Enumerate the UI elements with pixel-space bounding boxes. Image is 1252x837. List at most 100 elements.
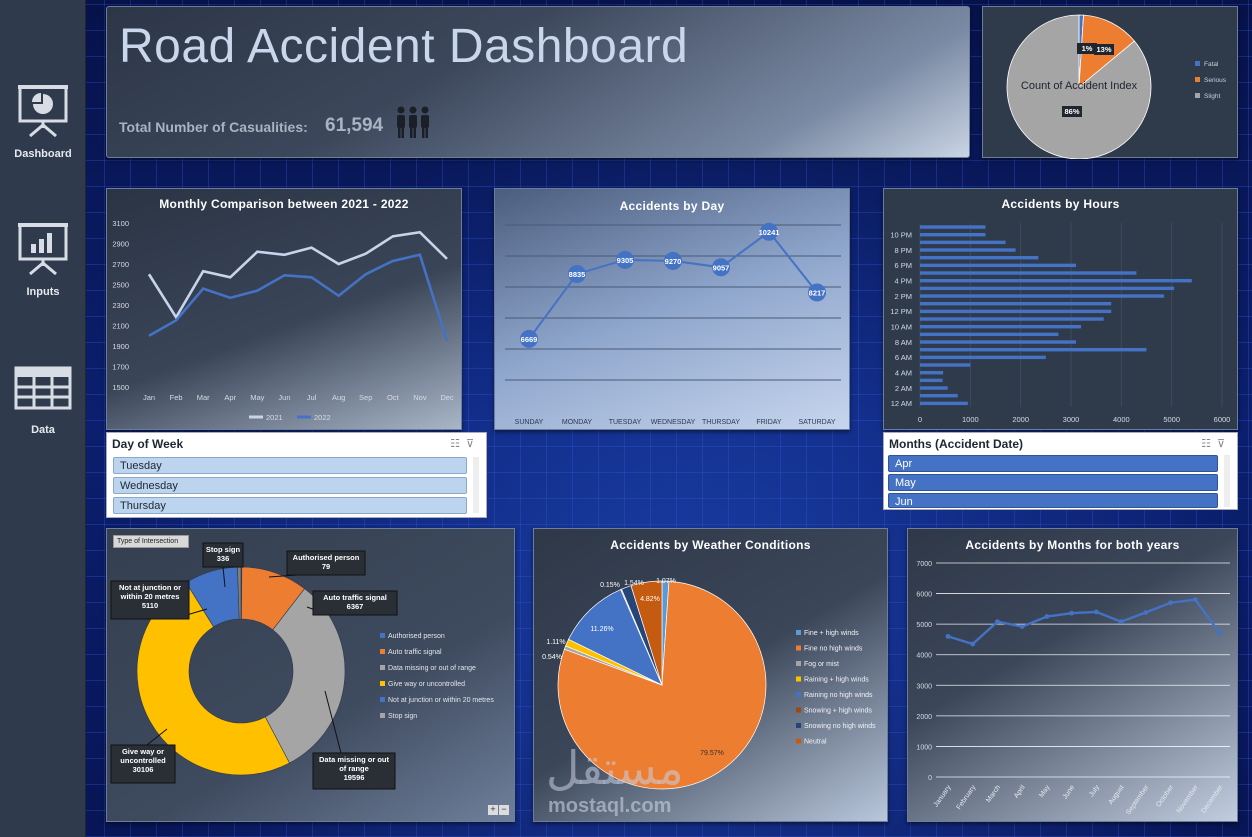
legend-swatch: [380, 649, 385, 654]
y-tick-label: 0: [928, 775, 932, 782]
table-icon: [14, 366, 72, 410]
month-slicer-item[interactable]: May: [888, 474, 1218, 491]
x-tick-label: SATURDAY: [798, 419, 835, 426]
callout-box: [286, 550, 366, 576]
data-point: [1168, 600, 1173, 606]
weather-data-label: 0.15%: [600, 582, 620, 589]
day-slicer-item[interactable]: Wednesday: [113, 477, 467, 494]
x-tick-label: 1000: [962, 415, 979, 424]
monthly-comparison-panel: Monthly Comparison between 2021 - 2022 1…: [106, 188, 462, 430]
x-tick-label: March: [985, 784, 1002, 804]
nav-data[interactable]: Data: [0, 366, 86, 436]
day-slicer-item[interactable]: Thursday: [113, 497, 467, 514]
callout-name: within 20 metres: [120, 592, 180, 601]
legend-label: Fatal: [1204, 61, 1219, 68]
callout-name: of range: [339, 764, 369, 773]
legend-swatch: [1195, 61, 1200, 66]
months-line-chart[interactable]: 0 1000 2000 3000 4000 5000 6000 7000 January Febr…: [908, 529, 1239, 823]
series-line-2021: [147, 230, 448, 320]
x-tick-label: January: [933, 784, 953, 809]
day-slicer-item[interactable]: Tuesday: [113, 457, 467, 474]
weather-pie-chart[interactable]: 1.07% 79.57% 0.54% 1.11% 11.26% 0.15% 1.54% 4.8…: [534, 529, 889, 823]
y-tick-label: 2500: [112, 281, 129, 290]
weather-data-label: 0.54%: [542, 654, 562, 661]
legend-label: Data missing or out of range: [388, 665, 476, 672]
clear-filter-icon[interactable]: ⊽: [465, 438, 480, 450]
y-tick-label: 6 PM: [894, 261, 912, 270]
zoom-in-button[interactable]: +: [488, 805, 498, 815]
hour-bar: [920, 271, 1137, 275]
weather-data-label: 4.82%: [640, 596, 660, 603]
x-tick-label: July: [1088, 784, 1101, 799]
page-title: Road Accident Dashboard: [119, 20, 689, 73]
month-slicer-item[interactable]: Apr: [888, 455, 1218, 472]
months-chart-title: Accidents by Months for both years: [965, 538, 1180, 552]
hour-bar: [920, 393, 958, 398]
hour-bar: [920, 263, 1077, 268]
callout-value: 6367: [347, 602, 364, 611]
hour-bar: [920, 232, 986, 237]
legend-label: Auto traffic signal: [388, 649, 442, 656]
nav-dashboard[interactable]: Dashboard: [0, 84, 86, 160]
y-tick-label: 7000: [916, 561, 932, 568]
month-slicer-item[interactable]: Jun: [888, 493, 1218, 508]
legend-label: 2022: [314, 413, 331, 422]
clear-filter-icon[interactable]: ⊽: [1216, 438, 1231, 450]
data-point: [945, 633, 951, 639]
hour-bar: [920, 386, 948, 390]
slice-label-box: [1094, 44, 1114, 55]
donut-slice: [264, 588, 346, 764]
hour-bar: [920, 301, 1112, 306]
legend-label: Snowing + high winds: [804, 708, 872, 715]
callout-name: Authorised person: [293, 553, 360, 562]
month-slicer-scrollbar[interactable]: [1224, 455, 1230, 507]
x-tick-label: November: [1176, 784, 1201, 815]
y-tick-label: 3000: [916, 683, 932, 690]
day-line-chart[interactable]: 6669 8835 9305 9270 9057 10241 8217 SUNDAY MONDA…: [495, 189, 851, 431]
nav-data-label: Data: [31, 424, 55, 436]
casualties-value: 61,594: [325, 115, 384, 136]
day-data-marker: [664, 251, 682, 270]
multi-select-icon[interactable]: ☷: [450, 438, 466, 450]
y-tick-label: 2300: [112, 301, 129, 310]
y-tick-label: 6 AM: [895, 353, 912, 362]
nav-inputs[interactable]: Inputs: [0, 222, 86, 298]
x-tick-label: Jan: [143, 393, 155, 402]
day-data-label: 8835: [569, 270, 586, 279]
legend-swatch: [796, 707, 801, 713]
nav-dashboard-label: Dashboard: [14, 148, 72, 160]
hour-bar: [920, 278, 1192, 283]
day-data-label: 9057: [713, 263, 730, 272]
callout-value: 79: [322, 562, 330, 571]
callout-name: uncontrolled: [120, 756, 166, 765]
header-panel: Road Accident Dashboard Total Number of …: [106, 6, 970, 158]
x-tick-label: Feb: [170, 393, 183, 402]
x-tick-label: June: [1062, 784, 1077, 801]
multi-select-icon[interactable]: ☷: [1201, 438, 1217, 450]
monthly-comparison-chart[interactable]: 1500 1700 1900 2100 2300 2500 2700 2900 3100 Jan F…: [107, 189, 463, 431]
x-tick-label: October: [1155, 784, 1175, 809]
legend-label: Authorised person: [388, 633, 445, 640]
intersection-filter-button[interactable]: Type of Intersection: [113, 535, 189, 548]
y-tick-label: 1900: [112, 342, 129, 351]
x-tick-label: 0: [918, 415, 922, 424]
callout-name: Data missing or out: [319, 755, 390, 764]
y-tick-label: 2 PM: [894, 292, 912, 301]
sidebar: Dashboard Inputs Data: [0, 0, 86, 837]
x-tick-label: 4000: [1113, 415, 1130, 424]
x-tick-label: August: [1107, 784, 1125, 806]
zoom-out-button[interactable]: −: [499, 805, 509, 815]
y-tick-label: 8 PM: [894, 246, 912, 255]
hours-bar-chart[interactable]: 0 1000 2000 3000 4000 5000 6000 12 AM 2 AM 4 AM 6 …: [884, 189, 1239, 431]
weather-data-label: 1.07%: [656, 578, 676, 585]
y-tick-label: 2000: [916, 714, 932, 721]
x-tick-label: May: [250, 393, 264, 402]
day-slicer-scrollbar[interactable]: [473, 457, 479, 513]
day-chart-title: Accidents by Day: [619, 199, 725, 213]
data-point: [970, 641, 976, 647]
y-tick-label: 12 PM: [890, 307, 912, 316]
severity-pie-chart[interactable]: 1% 13% 86% Count of Accident Index Fatal Seri…: [983, 7, 1239, 160]
data-point: [1143, 610, 1149, 615]
hour-bar: [920, 317, 1104, 321]
